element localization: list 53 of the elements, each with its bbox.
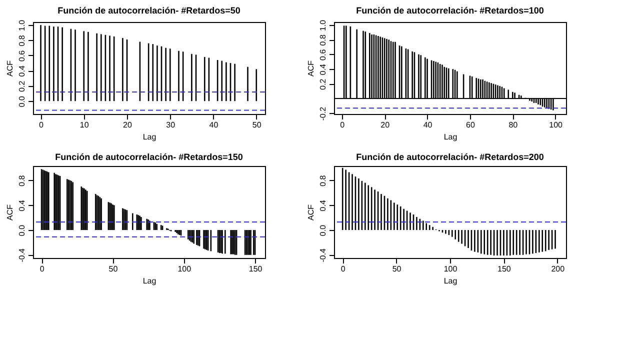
x-axis-title: Lag	[142, 276, 156, 286]
y-tick-label: 0.4	[318, 63, 328, 76]
chart-title: Función de autocorrelación- #Retardos=50	[58, 5, 240, 16]
x-tick-label: 100	[178, 264, 192, 274]
x-tick-label: 0	[340, 120, 346, 130]
x-tick-label: 60	[466, 120, 476, 130]
chart-title: Función de autocorrelación- #Retardos=200	[356, 152, 544, 162]
chart-title: Función de autocorrelación- #Retardos=150	[55, 152, 243, 162]
x-tick-label: 80	[508, 120, 518, 130]
y-tick-label: 0.4	[18, 200, 26, 212]
chart-title: Función de autocorrelación- #Retardos=100	[356, 5, 544, 16]
y-tick-label: 0.2	[318, 78, 328, 90]
x-tick-label: 40	[209, 120, 219, 130]
y-tick-label: 0.8	[18, 174, 26, 186]
y-axis-title: ACF	[306, 204, 316, 220]
x-tick-label: 150	[248, 264, 263, 274]
x-tick-label: 0	[340, 264, 346, 274]
x-tick-label: 50	[108, 264, 118, 274]
y-tick-label: 1.0	[318, 19, 328, 32]
x-tick-label: 20	[380, 120, 390, 130]
y-tick-label: 0.8	[18, 34, 26, 46]
y-tick-label: 0.2	[18, 80, 26, 92]
y-tick-label: 0.8	[318, 174, 328, 186]
x-tick-label: 0	[40, 264, 45, 274]
x-tick-label: 150	[498, 264, 512, 274]
y-tick-label: -0.4	[318, 248, 328, 262]
y-tick-label: 0.8	[318, 34, 328, 46]
y-tick-label: 0.0	[18, 224, 26, 236]
y-axis-title: ACF	[306, 60, 316, 76]
x-tick-label: 200	[551, 264, 566, 274]
y-tick-label: 0.4	[318, 200, 328, 212]
y-tick-label: 0.4	[18, 65, 26, 77]
x-tick-label: 30	[166, 120, 176, 130]
y-tick-label: -0.4	[18, 248, 26, 262]
x-tick-label: 50	[252, 120, 262, 130]
y-tick-label: -0.2	[318, 106, 328, 121]
x-tick-label: 100	[549, 120, 564, 130]
y-axis-title: ACF	[6, 60, 14, 76]
y-tick-label: 0.6	[18, 50, 26, 62]
y-tick-label: 0.6	[318, 48, 328, 60]
x-axis-title: Lag	[142, 132, 156, 142]
x-tick-label: 40	[423, 120, 433, 130]
x-tick-label: 100	[444, 264, 458, 274]
y-tick-label: 0.0	[18, 95, 26, 108]
x-axis-title: Lag	[444, 132, 458, 142]
x-tick-label: 0	[39, 120, 44, 130]
y-tick-label: 1.0	[18, 19, 26, 32]
y-tick-label: 0.0	[318, 224, 328, 236]
y-axis-title: ACF	[6, 204, 14, 220]
x-tick-label: 10	[80, 120, 90, 130]
x-tick-label: 20	[123, 120, 133, 130]
x-tick-label: 50	[392, 264, 402, 274]
x-axis-title: Lag	[444, 276, 458, 286]
